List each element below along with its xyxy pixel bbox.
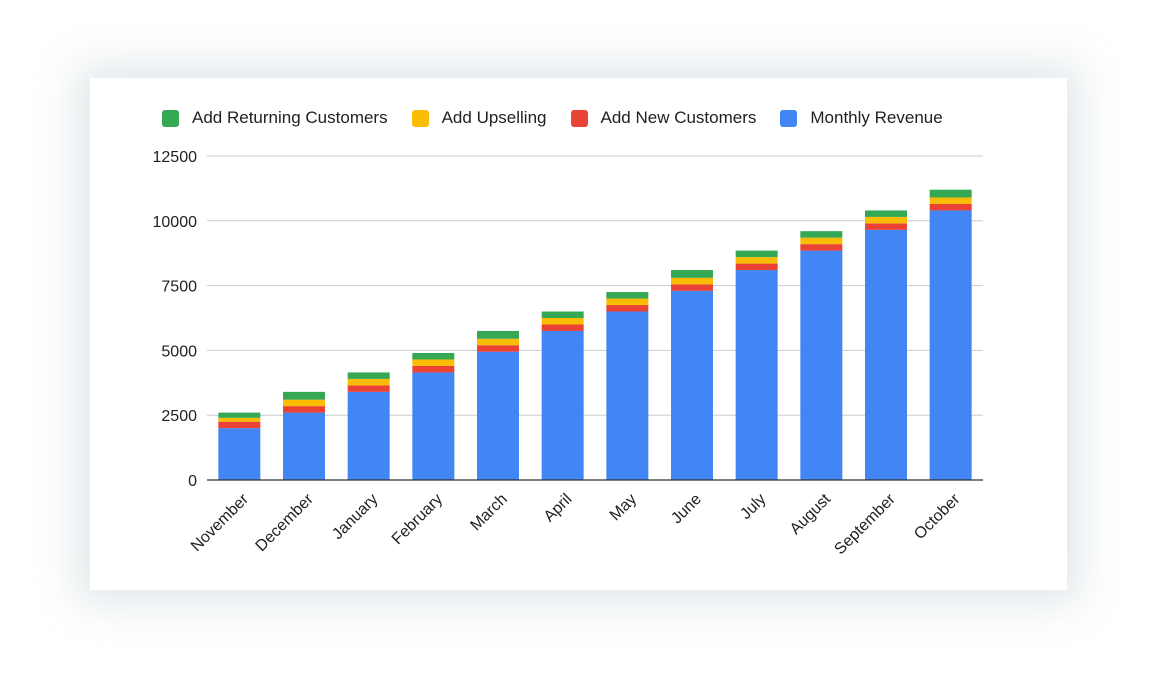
bar-segment-add-upselling xyxy=(218,417,261,422)
bar-segment-add-upselling xyxy=(541,318,584,325)
bar-segment-add-returning-customers xyxy=(735,250,778,258)
bar-segment-add-new-customers xyxy=(477,345,519,352)
bar-segment-add-new-customers xyxy=(929,203,972,211)
bar-segment-add-returning-customers xyxy=(347,372,390,379)
bar-segment-monthly-revenue xyxy=(477,351,519,480)
legend-item[interactable]: Add New Customers xyxy=(570,108,757,128)
bar-segment-add-new-customers xyxy=(800,244,843,251)
bar-segment-add-upselling xyxy=(735,257,778,264)
bar-segment-add-returning-customers xyxy=(218,412,261,418)
bar-segment-add-upselling xyxy=(606,298,649,306)
x-tick-label: December xyxy=(253,490,318,555)
y-tick-label: 2500 xyxy=(161,408,197,425)
bar-segment-add-upselling xyxy=(929,197,972,204)
bar-segment-add-returning-customers xyxy=(283,391,325,400)
x-tick-label: May xyxy=(607,491,640,524)
y-tick-label: 12500 xyxy=(153,149,198,166)
bar-segment-add-new-customers xyxy=(412,365,455,373)
bar-segment-add-new-customers xyxy=(347,385,390,392)
bar-segment-add-upselling xyxy=(800,237,843,245)
legend-label: Monthly Revenue xyxy=(810,108,943,127)
bar-segment-add-returning-customers xyxy=(671,270,713,278)
legend-item[interactable]: Monthly Revenue xyxy=(780,108,943,128)
legend-swatch xyxy=(570,109,588,127)
bar-segment-add-new-customers xyxy=(283,406,325,413)
bar-segment-add-returning-customers xyxy=(412,352,455,360)
x-tick-label: August xyxy=(787,490,835,538)
bar-segment-add-returning-customers xyxy=(541,311,584,318)
chart-legend: Add Returning Customers Add Upselling Add … xyxy=(162,108,943,128)
bar-segment-add-upselling xyxy=(283,399,325,407)
x-tick-label: July xyxy=(737,491,769,523)
legend-swatch xyxy=(162,109,179,127)
x-tick-label: September xyxy=(831,490,899,558)
bar-segment-add-returning-customers xyxy=(477,330,519,339)
y-tick-label: 5000 xyxy=(161,343,197,360)
bar-segment-add-new-customers xyxy=(865,223,907,230)
x-tick-label: October xyxy=(911,490,964,543)
bar-segment-add-new-customers xyxy=(671,284,713,291)
legend-label: Add New Customers xyxy=(600,108,757,127)
bar-segment-add-returning-customers xyxy=(800,231,843,238)
bar-segment-add-new-customers xyxy=(541,324,584,331)
x-tick-label: February xyxy=(389,491,446,548)
bar-segment-add-upselling xyxy=(477,338,519,346)
bar-segment-monthly-revenue xyxy=(218,428,261,480)
bar-segment-monthly-revenue xyxy=(865,229,907,480)
x-tick-label: April xyxy=(541,491,576,526)
y-tick-label: 10000 xyxy=(153,214,198,231)
bar-segment-add-upselling xyxy=(671,277,713,285)
bar-segment-add-upselling xyxy=(865,216,907,224)
bar-segment-add-upselling xyxy=(412,359,455,366)
bar-segment-monthly-revenue xyxy=(347,391,390,480)
legend-label: Add Returning Customers xyxy=(192,108,388,127)
legend-item[interactable]: Add Returning Customers xyxy=(162,108,388,128)
x-tick-label: June xyxy=(668,491,705,528)
legend-swatch xyxy=(780,109,798,127)
bar-segment-add-new-customers xyxy=(735,263,778,271)
bar-segment-monthly-revenue xyxy=(412,372,455,480)
y-tick-label: 0 xyxy=(188,473,197,490)
x-tick-label: November xyxy=(188,490,253,555)
bar-segment-monthly-revenue xyxy=(541,330,584,480)
legend-item[interactable]: Add Upselling xyxy=(411,108,547,128)
legend-swatch xyxy=(411,109,429,127)
bar-segment-add-returning-customers xyxy=(929,189,972,198)
bar-segment-add-upselling xyxy=(347,378,390,386)
bar-segment-monthly-revenue xyxy=(671,290,713,480)
bar-segment-add-returning-customers xyxy=(865,210,907,217)
x-tick-label: March xyxy=(467,491,510,534)
bar-segment-monthly-revenue xyxy=(283,412,325,480)
legend-label: Add Upselling xyxy=(441,108,547,127)
bar-segment-monthly-revenue xyxy=(606,311,649,480)
y-tick-label: 7500 xyxy=(161,279,197,296)
bar-segment-add-new-customers xyxy=(218,421,261,429)
x-tick-label: January xyxy=(329,491,381,543)
bar-segment-monthly-revenue xyxy=(800,250,843,480)
bar-segment-monthly-revenue xyxy=(929,210,972,480)
bar-segment-monthly-revenue xyxy=(735,270,778,480)
bar-segment-add-new-customers xyxy=(606,305,649,312)
chart-card: Add Returning Customers Add Upselling Add … xyxy=(90,78,1067,590)
bar-segment-add-returning-customers xyxy=(606,292,649,299)
